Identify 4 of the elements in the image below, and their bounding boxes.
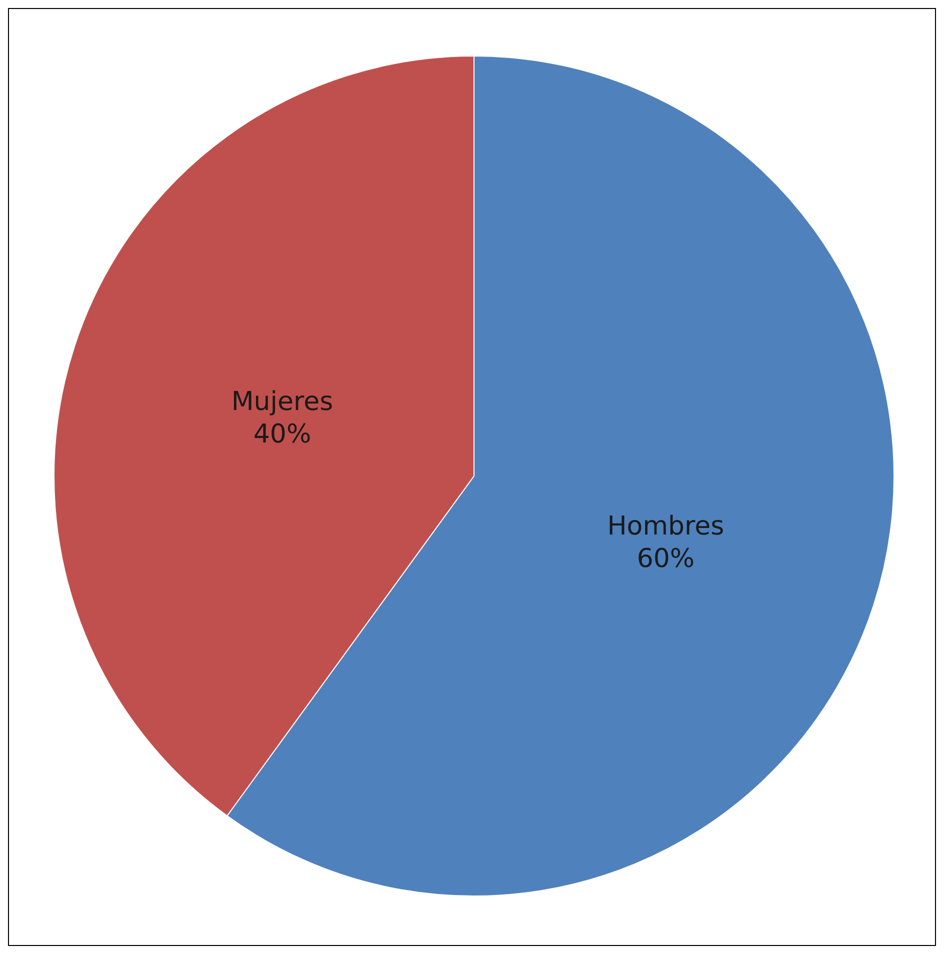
slice-label: Mujeres [231,386,334,417]
slice-label: Hombres [607,511,724,542]
data-label: 60% [636,544,695,574]
data-label: 40% [253,419,312,450]
